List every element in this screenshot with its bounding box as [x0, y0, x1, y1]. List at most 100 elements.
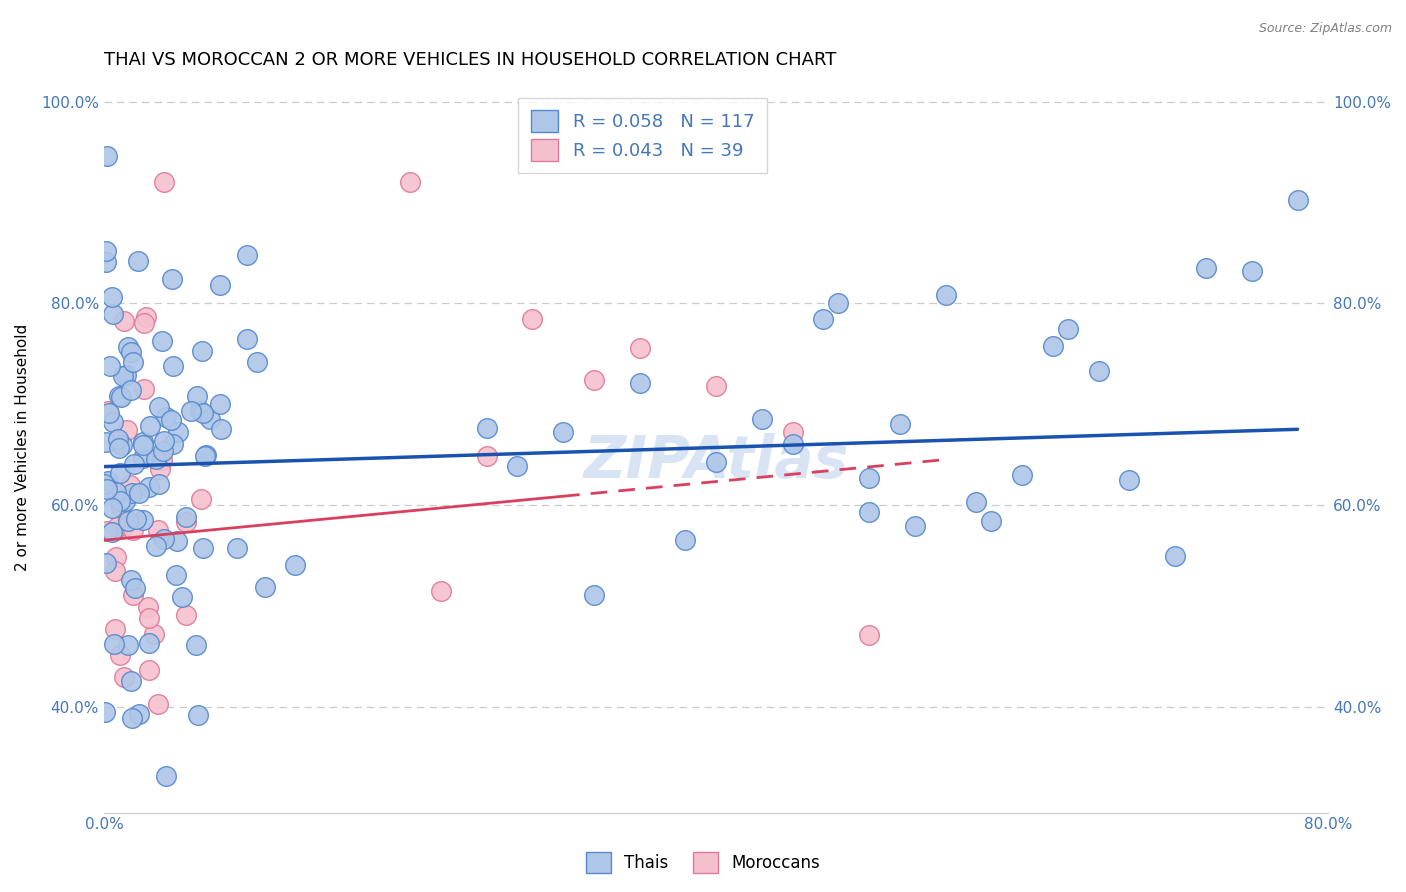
- Legend: Thais, Moroccans: Thais, Moroccans: [579, 846, 827, 880]
- Point: [1195, 261, 1218, 276]
- Point: [191, 343, 214, 358]
- Point: [628, 376, 651, 390]
- Point: [166, 533, 188, 548]
- Point: [132, 316, 155, 330]
- Point: [104, 485, 127, 500]
- Point: [148, 401, 170, 415]
- Point: [125, 512, 148, 526]
- Point: [522, 311, 544, 326]
- Point: [145, 539, 167, 553]
- Point: [93, 477, 115, 491]
- Point: [96, 149, 118, 163]
- Point: [782, 437, 804, 451]
- Point: [174, 510, 197, 524]
- Point: [101, 415, 124, 429]
- Point: [782, 425, 804, 440]
- Point: [101, 525, 124, 540]
- Point: [858, 505, 880, 519]
- Point: [108, 441, 131, 455]
- Point: [138, 636, 160, 650]
- Point: [1087, 364, 1109, 378]
- Point: [98, 406, 121, 420]
- Point: [111, 438, 134, 452]
- Point: [551, 425, 574, 440]
- Point: [96, 482, 118, 496]
- Point: [103, 637, 125, 651]
- Point: [184, 638, 207, 652]
- Point: [284, 558, 307, 573]
- Point: [751, 412, 773, 426]
- Point: [114, 494, 136, 508]
- Point: [122, 355, 145, 369]
- Point: [97, 404, 120, 418]
- Point: [94, 435, 117, 450]
- Point: [101, 290, 124, 304]
- Point: [1240, 264, 1263, 278]
- Point: [132, 382, 155, 396]
- Point: [582, 588, 605, 602]
- Point: [475, 421, 498, 435]
- Point: [190, 491, 212, 506]
- Point: [117, 514, 139, 528]
- Point: [246, 354, 269, 368]
- Point: [155, 769, 177, 783]
- Point: [118, 478, 141, 492]
- Point: [209, 397, 232, 411]
- Point: [198, 411, 221, 425]
- Point: [148, 523, 170, 537]
- Point: [120, 573, 142, 587]
- Point: [94, 556, 117, 570]
- Point: [153, 434, 176, 448]
- Point: [112, 314, 135, 328]
- Point: [165, 568, 187, 582]
- Point: [628, 341, 651, 355]
- Point: [187, 708, 209, 723]
- Point: [399, 175, 422, 189]
- Point: [138, 480, 160, 494]
- Point: [1164, 549, 1187, 564]
- Point: [162, 359, 184, 373]
- Point: [122, 457, 145, 471]
- Point: [858, 628, 880, 642]
- Point: [132, 513, 155, 527]
- Legend: R = 0.058   N = 117, R = 0.043   N = 39: R = 0.058 N = 117, R = 0.043 N = 39: [519, 98, 766, 173]
- Point: [121, 711, 143, 725]
- Point: [143, 627, 166, 641]
- Point: [965, 494, 987, 508]
- Point: [152, 443, 174, 458]
- Point: [112, 670, 135, 684]
- Point: [97, 474, 120, 488]
- Point: [110, 500, 132, 515]
- Point: [111, 519, 134, 533]
- Point: [155, 409, 177, 424]
- Point: [94, 244, 117, 258]
- Point: [904, 518, 927, 533]
- Point: [100, 501, 122, 516]
- Point: [208, 277, 231, 292]
- Point: [96, 524, 118, 538]
- Point: [110, 390, 132, 404]
- Point: [506, 458, 529, 473]
- Point: [120, 383, 142, 397]
- Point: [145, 451, 167, 466]
- Point: [121, 524, 143, 538]
- Point: [121, 486, 143, 500]
- Text: Source: ZipAtlas.com: Source: ZipAtlas.com: [1258, 22, 1392, 36]
- Point: [193, 406, 215, 420]
- Point: [104, 564, 127, 578]
- Point: [160, 272, 183, 286]
- Point: [105, 520, 128, 534]
- Point: [93, 706, 115, 720]
- Point: [166, 425, 188, 439]
- Point: [1286, 193, 1309, 207]
- Point: [105, 550, 128, 565]
- Point: [675, 533, 697, 547]
- Point: [122, 588, 145, 602]
- Point: [153, 175, 176, 189]
- Point: [704, 455, 727, 469]
- Y-axis label: 2 or more Vehicles in Household: 2 or more Vehicles in Household: [15, 323, 30, 571]
- Point: [174, 608, 197, 623]
- Point: [226, 541, 249, 555]
- Point: [135, 310, 157, 325]
- Point: [193, 541, 215, 555]
